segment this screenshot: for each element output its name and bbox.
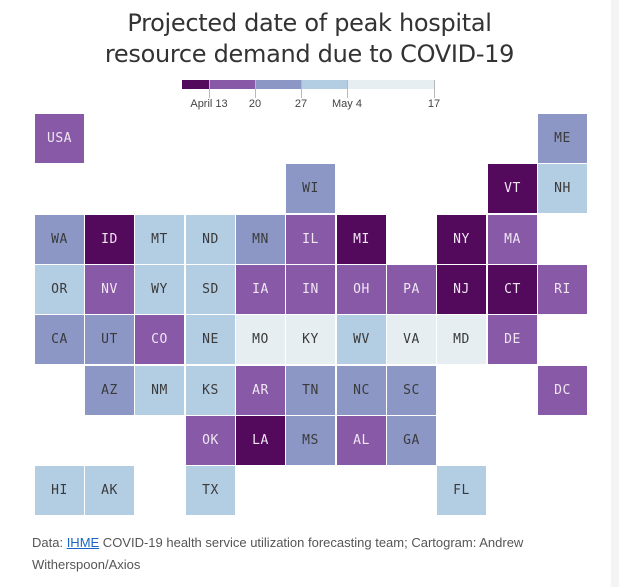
tile-tx: TX xyxy=(186,466,235,515)
legend-swatch-0 xyxy=(182,80,209,89)
legend-swatch-4 xyxy=(347,80,435,89)
tile-or: OR xyxy=(35,265,84,314)
ihme-link[interactable]: IHME xyxy=(66,535,100,550)
tile-ks: KS xyxy=(186,366,235,415)
tile-ri: RI xyxy=(538,265,587,314)
title-line-2: resource demand due to COVID-19 xyxy=(104,40,515,68)
tile-pa: PA xyxy=(387,265,436,314)
legend-swatch-2 xyxy=(255,80,301,89)
legend-swatch-1 xyxy=(209,80,255,89)
tile-al: AL xyxy=(337,416,386,465)
tile-ct: CT xyxy=(488,265,537,314)
page-edge-strip xyxy=(611,0,619,587)
tile-md: MD xyxy=(437,315,486,364)
legend-tick-label: 27 xyxy=(294,98,308,110)
source-credit: Data: IHME COVID-19 health service utili… xyxy=(32,532,592,576)
legend-tick-mark xyxy=(434,80,435,98)
tile-hi: HI xyxy=(35,466,84,515)
tile-wy: WY xyxy=(135,265,184,314)
tile-va: VA xyxy=(387,315,436,364)
tile-ok: OK xyxy=(186,416,235,465)
tile-nd: ND xyxy=(186,215,235,264)
legend-tick-mark xyxy=(347,80,348,98)
tile-me: ME xyxy=(538,114,587,163)
tile-nv: NV xyxy=(85,265,134,314)
tile-ky: KY xyxy=(286,315,335,364)
legend-tick-label: April 13 xyxy=(190,98,228,110)
legend-tick-label: 17 xyxy=(427,98,441,110)
tile-sc: SC xyxy=(387,366,436,415)
tile-fl: FL xyxy=(437,466,486,515)
tile-oh: OH xyxy=(337,265,386,314)
footer-prefix: Data: xyxy=(32,535,67,550)
tile-la: LA xyxy=(236,416,285,465)
tile-id: ID xyxy=(85,215,134,264)
tile-mn: MN xyxy=(236,215,285,264)
legend-swatch-3 xyxy=(301,80,347,89)
tile-ut: UT xyxy=(85,315,134,364)
tile-nm: NM xyxy=(135,366,184,415)
legend-tick-mark xyxy=(301,80,302,98)
tile-ga: GA xyxy=(387,416,436,465)
tile-mo: MO xyxy=(236,315,285,364)
tile-tn: TN xyxy=(286,366,335,415)
tile-az: AZ xyxy=(85,366,134,415)
tile-il: IL xyxy=(286,215,335,264)
tile-sd: SD xyxy=(186,265,235,314)
tile-ne: NE xyxy=(186,315,235,364)
tile-usa: USA xyxy=(35,114,84,163)
tile-ms: MS xyxy=(286,416,335,465)
tile-ak: AK xyxy=(85,466,134,515)
tile-ma: MA xyxy=(488,215,537,264)
legend-tick-mark xyxy=(255,80,256,98)
tile-wv: WV xyxy=(337,315,386,364)
tile-wi: WI xyxy=(286,164,335,213)
tile-wa: WA xyxy=(35,215,84,264)
tile-vt: VT xyxy=(488,164,537,213)
tile-in: IN xyxy=(286,265,335,314)
tile-co: CO xyxy=(135,315,184,364)
tile-ar: AR xyxy=(236,366,285,415)
tile-mt: MT xyxy=(135,215,184,264)
chart-title: Projected date of peak hospital resource… xyxy=(0,8,619,70)
tile-ca: CA xyxy=(35,315,84,364)
legend-tick-label: May 4 xyxy=(332,98,362,110)
tile-nc: NC xyxy=(337,366,386,415)
tile-ia: IA xyxy=(236,265,285,314)
legend-tick-label: 20 xyxy=(248,98,262,110)
color-legend: April 13 20 27 May 4 17 xyxy=(0,0,619,112)
tile-mi: MI xyxy=(337,215,386,264)
tile-nh: NH xyxy=(538,164,587,213)
tile-ny: NY xyxy=(437,215,486,264)
title-line-1: Projected date of peak hospital xyxy=(127,9,492,37)
legend-tick-mark xyxy=(209,80,210,98)
footer-rest: COVID-19 health service utilization fore… xyxy=(32,535,524,572)
tile-dc: DC xyxy=(538,366,587,415)
tile-nj: NJ xyxy=(437,265,486,314)
tile-de: DE xyxy=(488,315,537,364)
